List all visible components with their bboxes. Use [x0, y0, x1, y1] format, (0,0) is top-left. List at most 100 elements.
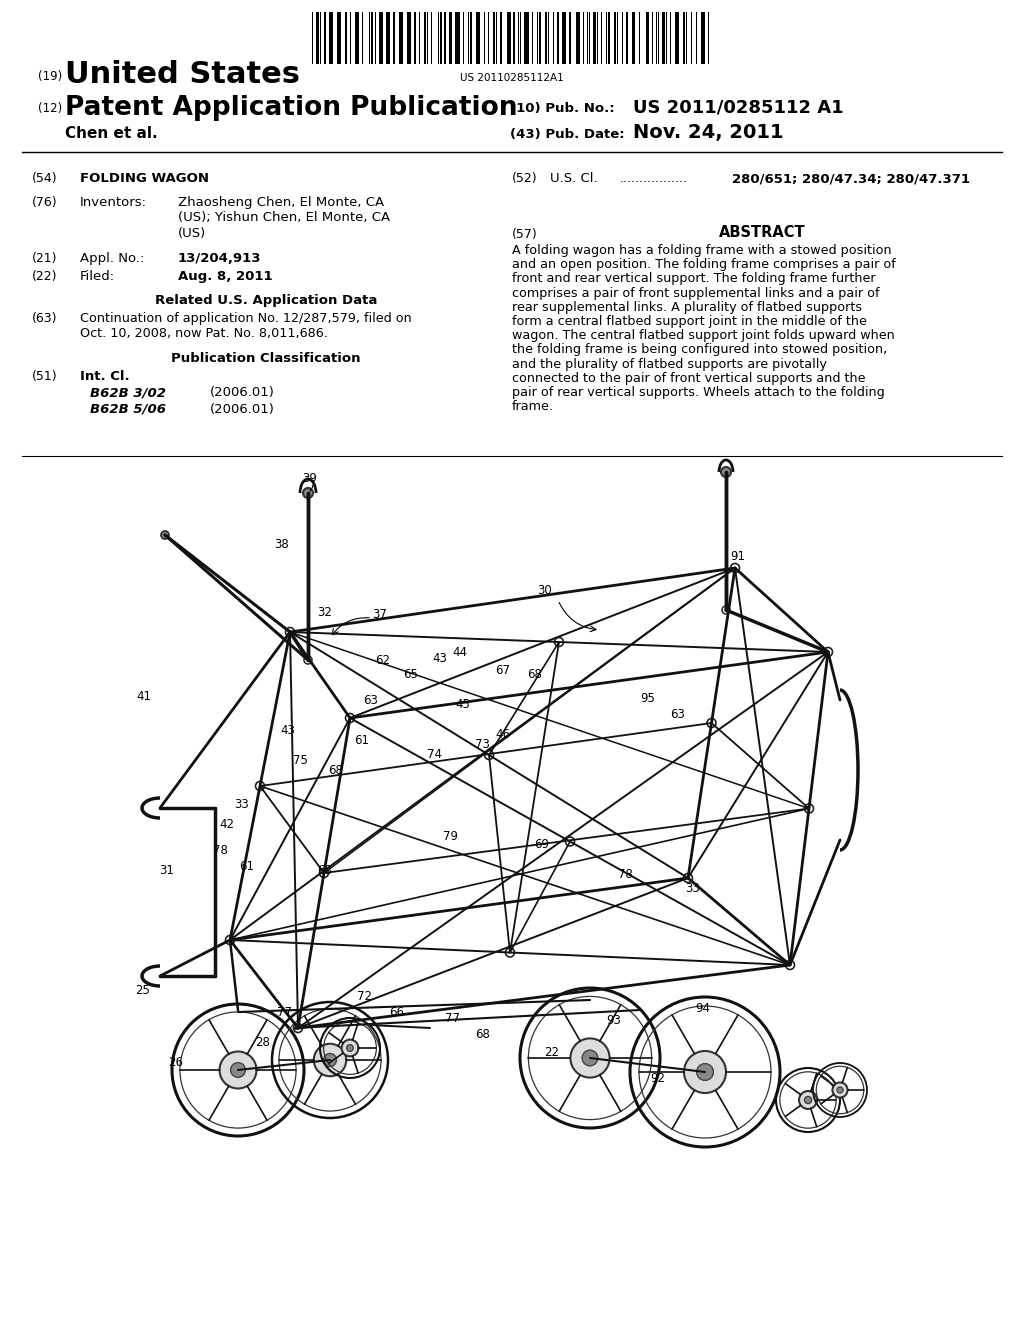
- Text: Patent Application Publication: Patent Application Publication: [65, 95, 517, 121]
- Text: 77: 77: [445, 1011, 461, 1024]
- Bar: [656, 12, 657, 63]
- Text: (US): (US): [178, 227, 206, 240]
- Text: US 2011/0285112 A1: US 2011/0285112 A1: [633, 98, 844, 116]
- Text: 46: 46: [496, 729, 511, 742]
- Bar: [639, 12, 640, 63]
- Bar: [700, 12, 702, 63]
- Circle shape: [313, 1044, 346, 1076]
- Bar: [451, 12, 452, 63]
- Text: 33: 33: [234, 799, 250, 812]
- Text: 95: 95: [641, 692, 655, 705]
- Bar: [483, 12, 485, 63]
- Text: rear supplemental links. A plurality of flatbed supports: rear supplemental links. A plurality of …: [512, 301, 862, 314]
- Text: form a central flatbed support joint in the middle of the: form a central flatbed support joint in …: [512, 315, 867, 327]
- Bar: [415, 12, 416, 63]
- Bar: [509, 12, 511, 63]
- Circle shape: [303, 488, 313, 498]
- Text: (76): (76): [32, 195, 57, 209]
- Bar: [500, 12, 502, 63]
- Circle shape: [286, 627, 295, 636]
- Bar: [316, 12, 319, 63]
- Bar: [577, 12, 578, 63]
- Bar: [632, 12, 634, 63]
- Bar: [622, 12, 624, 63]
- Circle shape: [319, 869, 329, 878]
- Text: comprises a pair of front supplemental links and a pair of: comprises a pair of front supplemental l…: [512, 286, 880, 300]
- Bar: [553, 12, 554, 63]
- Bar: [677, 12, 679, 63]
- Text: US 20110285112A1: US 20110285112A1: [460, 73, 564, 83]
- Circle shape: [583, 1051, 598, 1065]
- Bar: [695, 12, 697, 63]
- Bar: [589, 12, 590, 63]
- Bar: [519, 12, 521, 63]
- Bar: [569, 12, 570, 63]
- Text: (22): (22): [32, 271, 57, 282]
- Bar: [513, 12, 515, 63]
- Text: (12): (12): [38, 102, 62, 115]
- Text: pair of rear vertical supports. Wheels attach to the folding: pair of rear vertical supports. Wheels a…: [512, 385, 885, 399]
- Text: the folding frame is being configured into stowed position,: the folding frame is being configured in…: [512, 343, 887, 356]
- Bar: [494, 12, 496, 63]
- Text: (51): (51): [32, 370, 57, 383]
- Bar: [449, 12, 450, 63]
- Circle shape: [161, 531, 169, 539]
- Text: .................: .................: [620, 172, 688, 185]
- Bar: [455, 12, 458, 63]
- Text: 79: 79: [442, 830, 458, 843]
- Bar: [524, 12, 527, 63]
- Circle shape: [219, 1052, 256, 1089]
- Text: FOLDING WAGON: FOLDING WAGON: [80, 172, 209, 185]
- Bar: [647, 12, 649, 63]
- Circle shape: [785, 961, 795, 969]
- Text: Oct. 10, 2008, now Pat. No. 8,011,686.: Oct. 10, 2008, now Pat. No. 8,011,686.: [80, 327, 328, 341]
- Text: 72: 72: [357, 990, 373, 1003]
- Text: Related U.S. Application Data: Related U.S. Application Data: [155, 294, 377, 308]
- Text: (57): (57): [512, 228, 538, 242]
- Text: 280/651; 280/47.34; 280/47.371: 280/651; 280/47.34; 280/47.371: [732, 172, 970, 185]
- Bar: [488, 12, 489, 63]
- Text: United States: United States: [65, 59, 300, 88]
- Bar: [349, 12, 351, 63]
- Bar: [345, 12, 346, 63]
- Text: 93: 93: [606, 1014, 622, 1027]
- Bar: [375, 12, 376, 63]
- Bar: [439, 12, 442, 63]
- Bar: [539, 12, 541, 63]
- Bar: [527, 12, 528, 63]
- Text: (10) Pub. No.:: (10) Pub. No.:: [510, 102, 614, 115]
- Circle shape: [230, 1063, 246, 1077]
- Text: 32: 32: [317, 606, 333, 619]
- Text: 68: 68: [475, 1028, 490, 1041]
- Bar: [531, 12, 534, 63]
- Text: 67: 67: [496, 664, 511, 676]
- Text: B62B 5/06: B62B 5/06: [90, 403, 166, 416]
- Bar: [683, 12, 685, 63]
- Bar: [381, 12, 383, 63]
- Bar: [371, 12, 373, 63]
- Circle shape: [555, 638, 563, 647]
- Bar: [330, 12, 331, 63]
- Text: 22: 22: [545, 1045, 559, 1059]
- Bar: [458, 12, 460, 63]
- Circle shape: [345, 714, 354, 722]
- Bar: [507, 12, 509, 63]
- Text: (19): (19): [38, 70, 62, 83]
- Text: 33: 33: [686, 882, 700, 895]
- Bar: [337, 12, 340, 63]
- Bar: [444, 12, 445, 63]
- Text: 61: 61: [240, 859, 255, 873]
- Text: 78: 78: [617, 869, 633, 882]
- Bar: [386, 12, 388, 63]
- Bar: [627, 12, 628, 63]
- Circle shape: [730, 564, 739, 573]
- Bar: [476, 12, 478, 63]
- Bar: [557, 12, 558, 63]
- Text: 39: 39: [302, 471, 317, 484]
- Text: (43) Pub. Date:: (43) Pub. Date:: [510, 128, 625, 141]
- Text: 31: 31: [160, 863, 174, 876]
- Text: (63): (63): [32, 312, 57, 325]
- Bar: [357, 12, 358, 63]
- Bar: [331, 12, 333, 63]
- Text: and an open position. The folding frame comprises a pair of: and an open position. The folding frame …: [512, 259, 896, 271]
